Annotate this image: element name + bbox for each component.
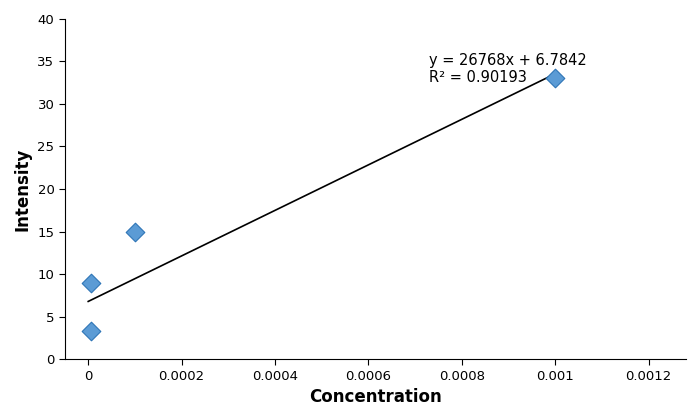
Text: y = 26768x + 6.7842
R² = 0.90193: y = 26768x + 6.7842 R² = 0.90193 bbox=[429, 53, 587, 85]
Point bbox=[550, 75, 561, 82]
Point bbox=[85, 328, 96, 334]
Y-axis label: Intensity: Intensity bbox=[14, 147, 32, 231]
Point bbox=[130, 228, 141, 235]
Point bbox=[85, 279, 96, 286]
X-axis label: Concentration: Concentration bbox=[309, 388, 442, 406]
